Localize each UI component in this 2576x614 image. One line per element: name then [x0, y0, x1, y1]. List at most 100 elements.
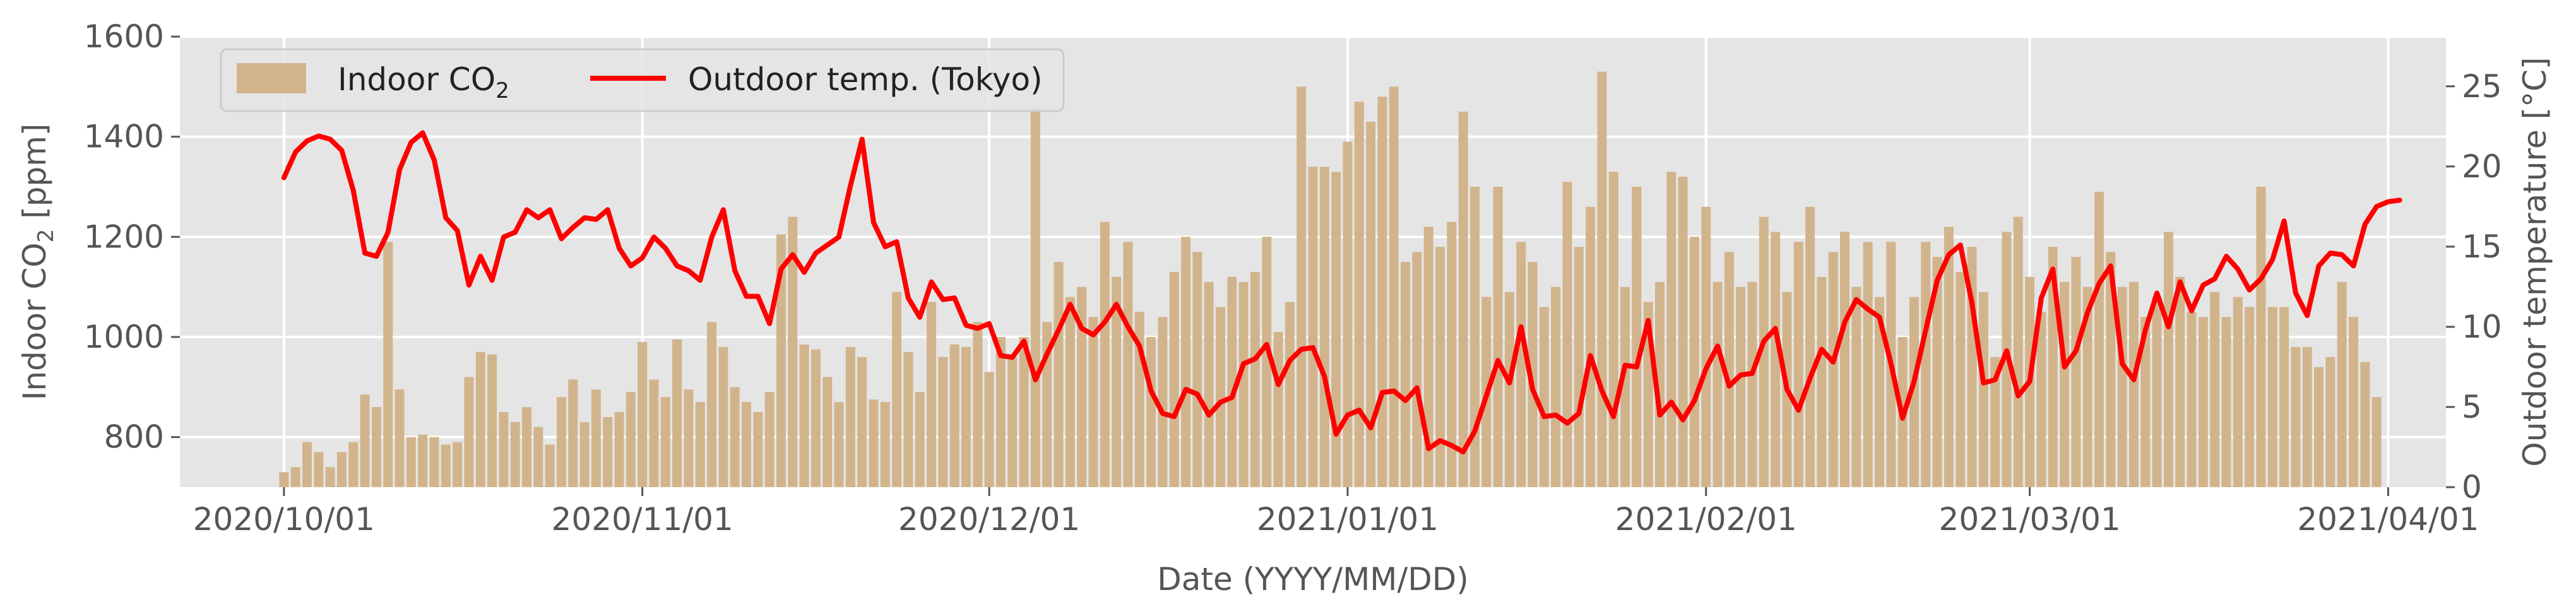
right-tick-label: 15 [2462, 228, 2502, 265]
right-tick-label: 25 [2462, 68, 2502, 105]
left-tick-label: 1200 [84, 218, 164, 255]
co2-bar [857, 357, 867, 487]
co2-bar [1077, 286, 1087, 487]
co2-bar [2302, 346, 2312, 487]
co2-bar [1389, 86, 1399, 488]
co2-bar [869, 399, 879, 487]
co2-bar [1747, 281, 1757, 487]
legend-label-temperature: Outdoor temp. (Tokyo) [688, 61, 1043, 98]
co2-bar [1678, 177, 1688, 487]
co2-bar [776, 234, 786, 487]
co2-bar [2198, 317, 2208, 487]
co2-bar [533, 427, 543, 487]
co2-bar [1123, 242, 1133, 487]
co2-bar [1562, 182, 1572, 487]
co2-bar [591, 389, 601, 487]
co2-bar [788, 216, 798, 487]
co2-bar [1007, 357, 1018, 487]
co2-bar [336, 452, 347, 487]
left-tick-label: 1400 [84, 119, 164, 155]
co2-bar [360, 394, 370, 487]
legend-label-co2: Indoor CO2 [338, 61, 509, 103]
co2-bar [1574, 247, 1584, 487]
co2-bar [660, 397, 670, 487]
x-tick-label: 2020/10/01 [193, 501, 375, 538]
co2-bar [1366, 121, 1376, 487]
co2-bar [1504, 292, 1514, 487]
co2-bar [764, 392, 775, 487]
co2-bar [753, 412, 763, 487]
co2-bar [1088, 317, 1098, 487]
x-tick-label: 2020/12/01 [898, 501, 1080, 538]
co2-bar [1851, 286, 1861, 487]
co2-bar [903, 351, 913, 487]
co2-bar [845, 346, 855, 487]
co2-bar [464, 377, 474, 487]
co2-bar [2163, 232, 2173, 487]
co2-bar [2267, 307, 2277, 487]
co2-bar [1666, 172, 1677, 487]
co2-bar [707, 322, 717, 487]
co2-bar [672, 339, 682, 487]
co2-bar [279, 472, 289, 487]
co2-bar [1469, 187, 1480, 487]
co2-bars [279, 71, 2382, 488]
co2-bar [429, 437, 439, 487]
co2-bar [1586, 206, 1596, 487]
co2-bar [799, 344, 809, 487]
co2-bar [973, 322, 983, 487]
co2-bar [1828, 252, 1838, 487]
co2-bar [1343, 141, 1353, 488]
co2-bar [1817, 276, 1827, 487]
co2-bar [325, 467, 335, 487]
co2-bar [1065, 297, 1075, 487]
co2-bar [1539, 307, 1549, 487]
co2-bar [695, 402, 705, 487]
co2-bar [383, 242, 393, 487]
co2-bar [1736, 286, 1746, 487]
co2-bar [441, 444, 451, 487]
co2-bar [1238, 281, 1249, 487]
co2-bar [626, 392, 636, 487]
x-tick-label: 2021/02/01 [1615, 501, 1797, 538]
co2-bar [1331, 172, 1341, 487]
temperature-line-layer [281, 130, 2402, 455]
co2-bar [1146, 337, 1156, 487]
co2-bar [1978, 292, 1988, 487]
co2-bar [2060, 281, 2070, 487]
co2-bar [2256, 187, 2266, 487]
temperature-line [281, 130, 2402, 455]
x-tick-label: 2021/01/01 [1257, 501, 1439, 538]
co2-bar [406, 437, 416, 487]
co2-bar [1874, 297, 1885, 487]
co2-bar [2337, 281, 2347, 487]
co2-bar [961, 346, 971, 487]
co2-bar [2187, 312, 2197, 487]
co2-bar [2279, 307, 2289, 487]
co2-bar [1435, 247, 1445, 487]
right-tick-label: 0 [2462, 469, 2482, 505]
co2-bar [1401, 262, 1411, 487]
co2-bar [1158, 317, 1168, 487]
co2-bar [2371, 397, 2382, 487]
co2-bar [1493, 187, 1503, 487]
co2-bar [302, 442, 312, 487]
co2-bar [2360, 362, 2370, 487]
co2-bar [1516, 242, 1526, 487]
co2-bar [834, 402, 844, 487]
co2-bar [1654, 281, 1665, 487]
co2-bar [1771, 232, 1781, 487]
co2-bar [521, 407, 531, 487]
co2-bar [348, 442, 359, 487]
co2-bar [556, 397, 566, 487]
co2-bar [2175, 276, 2185, 487]
co2-bar [1840, 232, 1850, 487]
co2-bar [1689, 237, 1699, 487]
co2-bar [1944, 227, 1954, 487]
left-axis-ticks: 800 1000 1200 1400 1600 [84, 18, 180, 456]
co2-bar [1285, 302, 1295, 487]
co2-bar [1181, 237, 1191, 487]
co2-bar [1319, 167, 1329, 487]
